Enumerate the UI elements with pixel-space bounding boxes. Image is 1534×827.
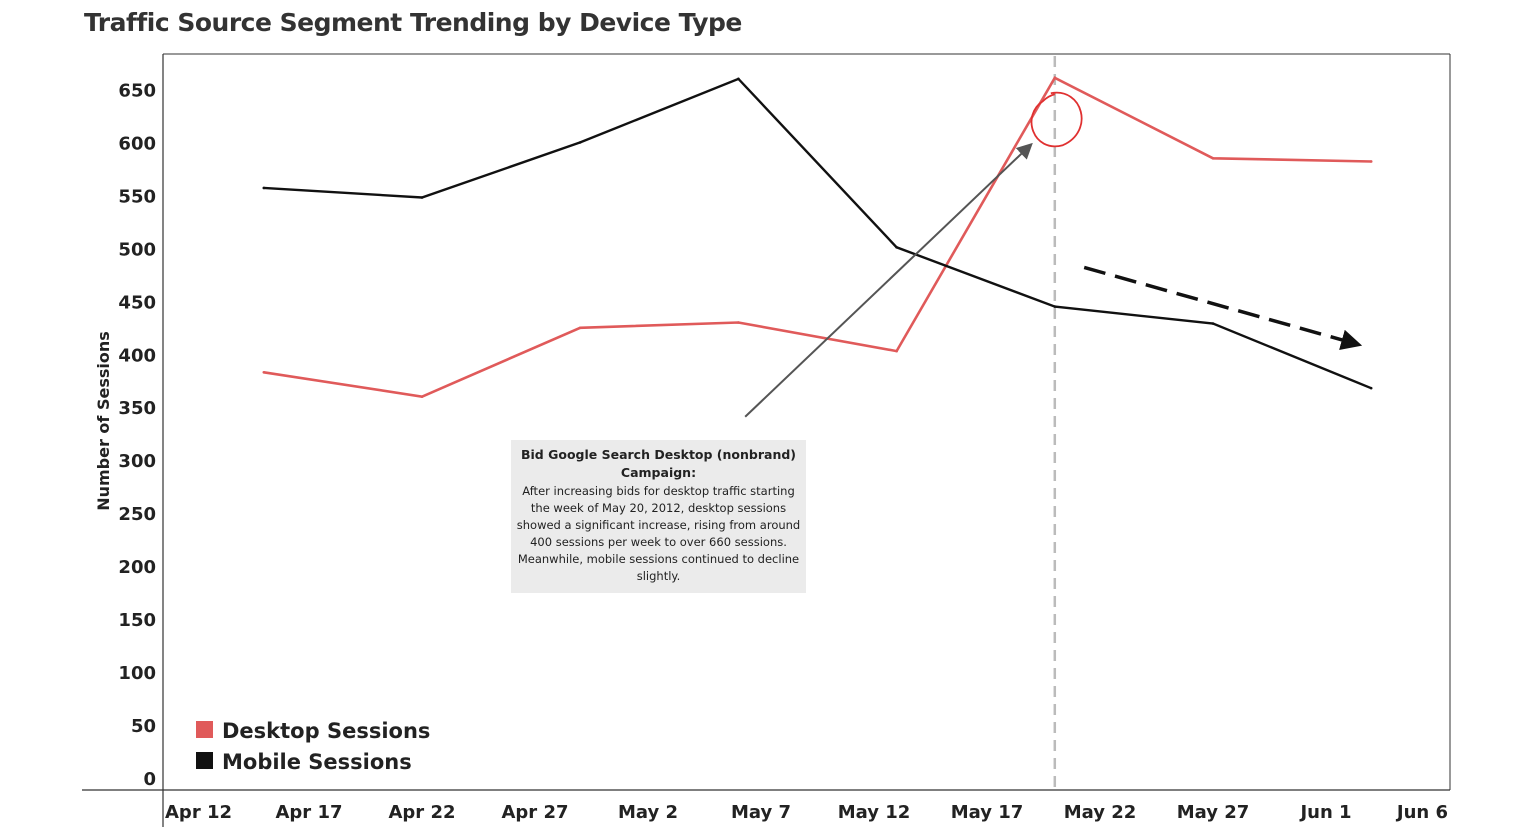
y-tick-label: 0 (143, 769, 156, 790)
data-point (420, 196, 424, 199)
data-point (1369, 386, 1373, 390)
x-tick-label: May 12 (838, 802, 911, 823)
legend-swatch-desktop (196, 721, 213, 738)
y-tick-label: 300 (118, 451, 156, 472)
y-tick-label: 400 (118, 345, 156, 366)
y-axis-title: Number of Sessions (94, 331, 113, 511)
data-point (1369, 160, 1373, 163)
y-tick-label: 100 (118, 663, 156, 684)
x-tick-label: Jun 1 (1298, 802, 1351, 823)
data-point (578, 326, 582, 330)
y-tick-label: 200 (118, 557, 156, 578)
data-point (1211, 322, 1215, 325)
x-tick-label: Apr 27 (501, 802, 568, 823)
x-tick-label: May 17 (951, 802, 1024, 823)
series-line-mobile (263, 77, 1372, 390)
data-point (578, 141, 582, 144)
data-point (737, 77, 740, 81)
highlight-circle (1030, 91, 1083, 148)
x-tick-label: Apr 22 (388, 802, 455, 823)
legend-label-mobile: Mobile Sessions (222, 750, 412, 774)
data-point (895, 245, 898, 249)
y-tick-label: 250 (118, 504, 156, 525)
trend-arrow (1083, 265, 1363, 351)
data-point (895, 349, 898, 353)
chart-title: Traffic Source Segment Trending by Devic… (84, 8, 742, 37)
annotation-text: After increasing bids for desktop traffi… (516, 484, 801, 583)
y-tick-label: 650 (118, 80, 156, 101)
y-tick-label: 350 (118, 398, 156, 419)
x-tick-label: Apr 12 (165, 802, 232, 823)
legend-swatch-mobile (196, 752, 213, 769)
x-tick-label: May 2 (618, 802, 678, 823)
x-tick-label: May 7 (731, 802, 791, 823)
annotation-callout: Bid Google Search Desktop (nonbrand) Cam… (511, 440, 806, 593)
y-tick-label: 450 (118, 292, 156, 313)
data-point (420, 395, 424, 398)
y-tick-label: 50 (131, 716, 156, 737)
annotation-title: Bid Google Search Desktop (nonbrand) Cam… (520, 447, 797, 480)
x-tick-label: May 27 (1177, 802, 1250, 823)
callout-arrow (744, 142, 1033, 418)
y-tick-label: 600 (118, 133, 156, 154)
x-tick-label: Jun 6 (1395, 802, 1448, 823)
y-tick-label: 550 (118, 186, 156, 207)
data-point (1211, 157, 1215, 160)
data-point (1053, 305, 1057, 308)
data-point (737, 321, 740, 324)
data-point (1053, 76, 1057, 80)
legend-label-desktop: Desktop Sessions (222, 719, 430, 743)
data-point (262, 370, 266, 374)
y-tick-label: 150 (118, 610, 156, 631)
x-tick-label: May 22 (1064, 802, 1137, 823)
series-line-desktop (263, 76, 1372, 398)
x-tick-label: Apr 17 (275, 802, 342, 823)
y-tick-label: 500 (118, 239, 156, 260)
data-point (262, 186, 266, 190)
